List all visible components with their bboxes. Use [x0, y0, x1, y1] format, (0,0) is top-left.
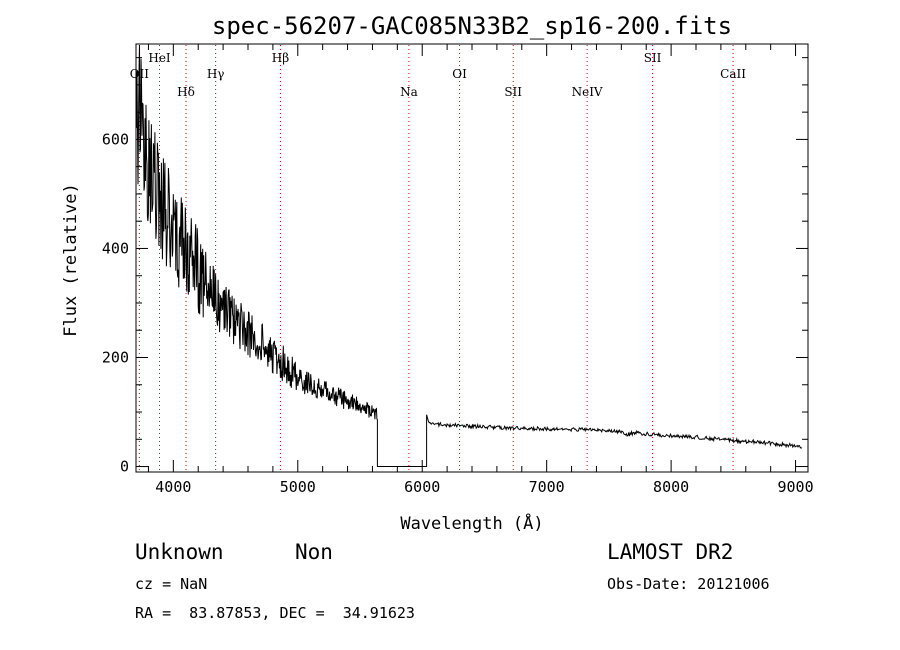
- y-tick-label: 600: [102, 130, 129, 148]
- x-tick-label: 9000: [777, 478, 813, 496]
- x-tick-label: 8000: [653, 478, 689, 496]
- y-tick-label: 400: [102, 239, 129, 257]
- line-marker-label: HeI: [148, 51, 171, 65]
- line-marker-label: Hδ: [177, 85, 195, 99]
- y-tick-label: 0: [120, 458, 129, 476]
- obs-date-label: Obs-Date: 20121006: [607, 575, 770, 593]
- x-tick-label: 4000: [155, 478, 191, 496]
- line-marker-label: CaII: [720, 67, 746, 81]
- chart-title: spec-56207-GAC085N33B2_sp16-200.fits: [212, 12, 732, 40]
- subclass-label: Non: [295, 540, 333, 564]
- line-marker-label: Hβ: [272, 51, 289, 65]
- line-marker-label: NeIV: [572, 85, 603, 99]
- y-axis-label: Flux (relative): [61, 183, 81, 337]
- line-marker-label: OI: [452, 67, 467, 81]
- line-marker-label: SII: [644, 51, 662, 65]
- plot-frame: [135, 43, 809, 473]
- y-tick-label: 200: [102, 349, 129, 367]
- spectrum-line: [135, 44, 803, 467]
- redshift-label: cz = NaN: [135, 575, 208, 593]
- x-tick-label: 6000: [404, 478, 440, 496]
- x-tick-label: 5000: [280, 478, 316, 496]
- x-tick-label: 7000: [529, 478, 565, 496]
- x-axis-label: Wavelength (Å): [400, 512, 543, 534]
- survey-label: LAMOST DR2: [607, 540, 734, 564]
- object-type-label: Unknown: [135, 540, 224, 564]
- line-marker-label: SII: [504, 85, 522, 99]
- line-marker-label: Hγ: [207, 67, 225, 81]
- coordinates-label: RA = 83.87853, DEC = 34.91623: [135, 604, 415, 622]
- line-marker-label: Na: [400, 85, 418, 99]
